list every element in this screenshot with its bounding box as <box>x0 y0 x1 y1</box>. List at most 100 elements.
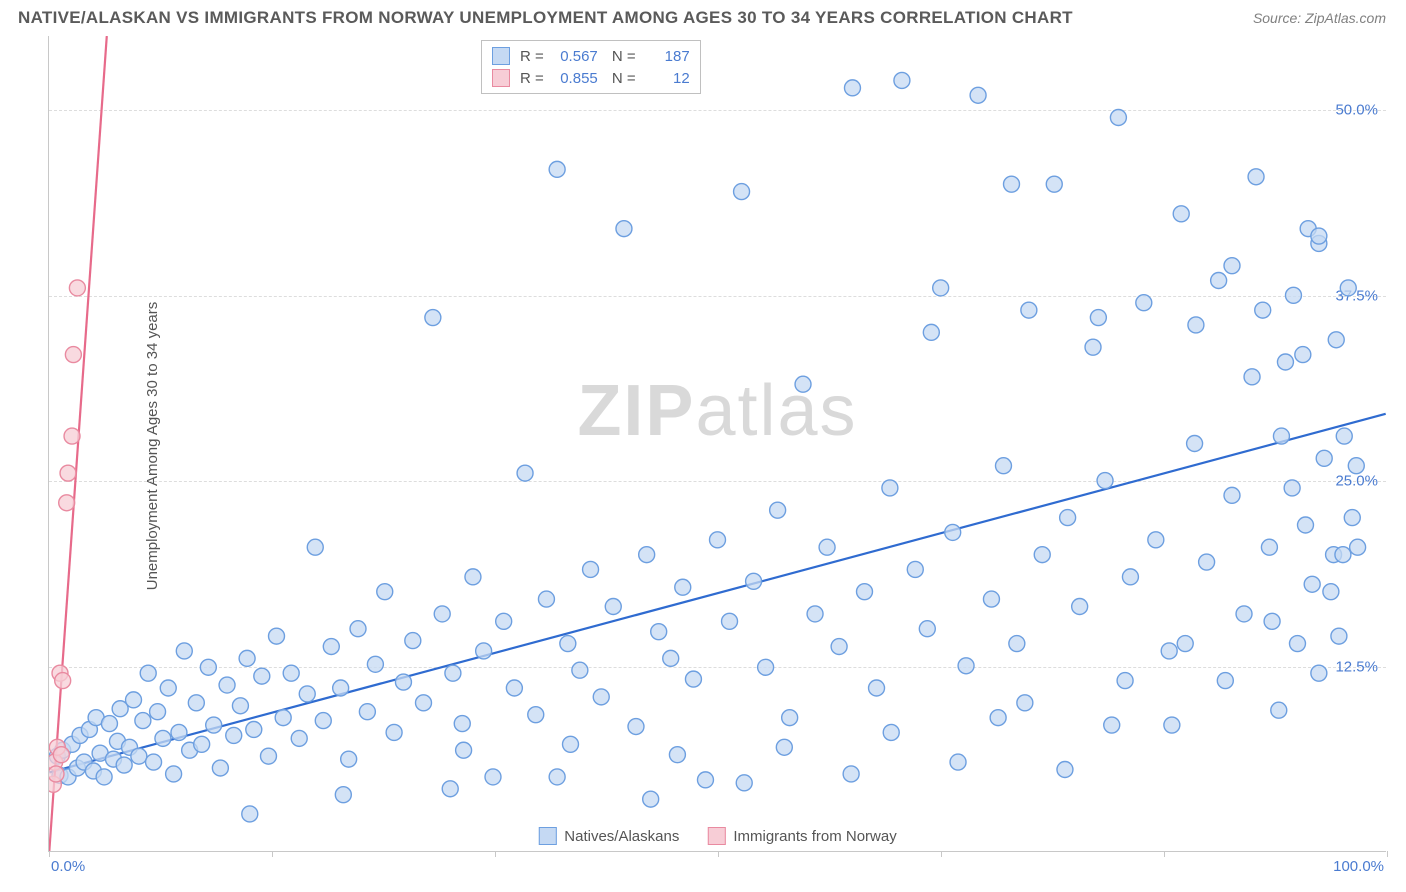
data-point-natives <box>335 787 351 803</box>
n-value-norway: 12 <box>646 70 690 87</box>
data-point-natives <box>1264 613 1280 629</box>
data-point-natives <box>442 781 458 797</box>
data-point-natives <box>950 754 966 770</box>
data-point-natives <box>226 727 242 743</box>
data-point-natives <box>275 710 291 726</box>
x-tick <box>1164 851 1165 857</box>
data-point-natives <box>359 704 375 720</box>
swatch-natives <box>492 47 510 65</box>
data-point-natives <box>857 584 873 600</box>
data-point-natives <box>1289 636 1305 652</box>
r-value-norway: 0.855 <box>554 70 598 87</box>
stats-legend: R = 0.567 N = 187 R = 0.855 N = 12 <box>481 40 701 94</box>
data-point-natives <box>200 659 216 675</box>
data-point-natives <box>697 772 713 788</box>
data-point-natives <box>1034 547 1050 563</box>
data-point-natives <box>669 747 685 763</box>
data-point-natives <box>283 665 299 681</box>
data-point-natives <box>758 659 774 675</box>
data-point-natives <box>425 310 441 326</box>
data-point-natives <box>485 769 501 785</box>
n-value-natives: 187 <box>646 48 690 65</box>
data-point-natives <box>675 579 691 595</box>
data-point-natives <box>1057 762 1073 778</box>
data-point-natives <box>1224 487 1240 503</box>
data-point-natives <box>434 606 450 622</box>
data-point-natives <box>465 569 481 585</box>
trend-line-natives <box>49 414 1385 773</box>
data-point-natives <box>528 707 544 723</box>
data-point-natives <box>341 751 357 767</box>
series-legend: Natives/Alaskans Immigrants from Norway <box>538 827 896 845</box>
data-point-natives <box>710 532 726 548</box>
data-point-natives <box>995 458 1011 474</box>
data-point-natives <box>116 757 132 773</box>
data-point-natives <box>1177 636 1193 652</box>
x-tick <box>941 851 942 857</box>
data-point-natives <box>1261 539 1277 555</box>
data-point-natives <box>1085 339 1101 355</box>
data-point-natives <box>1277 354 1293 370</box>
data-point-natives <box>1017 695 1033 711</box>
data-point-natives <box>1236 606 1252 622</box>
data-point-natives <box>572 662 588 678</box>
data-point-norway <box>60 465 76 481</box>
data-point-natives <box>907 561 923 577</box>
data-point-natives <box>150 704 166 720</box>
data-point-natives <box>776 739 792 755</box>
data-point-natives <box>1060 510 1076 526</box>
data-point-norway <box>59 495 75 511</box>
data-point-natives <box>242 806 258 822</box>
legend-item-natives: Natives/Alaskans <box>538 827 679 845</box>
r-label: R = <box>520 70 544 87</box>
data-point-natives <box>395 674 411 690</box>
data-point-natives <box>643 791 659 807</box>
data-point-norway <box>53 747 69 763</box>
data-point-natives <box>517 465 533 481</box>
data-point-natives <box>160 680 176 696</box>
data-point-natives <box>254 668 270 684</box>
data-point-natives <box>1304 576 1320 592</box>
data-point-natives <box>770 502 786 518</box>
data-point-natives <box>323 639 339 655</box>
data-point-natives <box>171 724 187 740</box>
data-point-natives <box>593 689 609 705</box>
x-max-label: 100.0% <box>1333 858 1384 875</box>
data-point-natives <box>307 539 323 555</box>
swatch-natives-icon <box>538 827 556 845</box>
data-point-natives <box>1335 547 1351 563</box>
data-point-natives <box>1331 628 1347 644</box>
legend-label-natives: Natives/Alaskans <box>564 828 679 845</box>
data-point-natives <box>1350 539 1366 555</box>
data-point-natives <box>651 624 667 640</box>
data-point-natives <box>616 221 632 237</box>
data-point-natives <box>970 87 986 103</box>
data-point-natives <box>1072 599 1088 615</box>
data-point-natives <box>549 161 565 177</box>
data-point-natives <box>188 695 204 711</box>
data-point-natives <box>126 692 142 708</box>
data-point-natives <box>315 713 331 729</box>
data-point-natives <box>685 671 701 687</box>
data-point-natives <box>1161 643 1177 659</box>
data-point-natives <box>454 716 470 732</box>
data-point-natives <box>1164 717 1180 733</box>
data-point-natives <box>819 539 835 555</box>
data-point-natives <box>538 591 554 607</box>
data-point-natives <box>232 698 248 714</box>
data-point-natives <box>795 376 811 392</box>
legend-item-norway: Immigrants from Norway <box>707 827 896 845</box>
data-point-natives <box>1224 258 1240 274</box>
data-point-natives <box>1336 428 1352 444</box>
data-point-natives <box>131 748 147 764</box>
data-point-natives <box>1244 369 1260 385</box>
swatch-norway-icon <box>707 827 725 845</box>
data-point-natives <box>563 736 579 752</box>
data-point-natives <box>377 584 393 600</box>
data-point-natives <box>506 680 522 696</box>
data-point-natives <box>140 665 156 681</box>
data-point-natives <box>1148 532 1164 548</box>
data-point-natives <box>933 280 949 296</box>
data-point-natives <box>1199 554 1215 570</box>
data-point-natives <box>1173 206 1189 222</box>
